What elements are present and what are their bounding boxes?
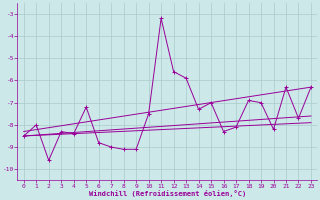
X-axis label: Windchill (Refroidissement éolien,°C): Windchill (Refroidissement éolien,°C) bbox=[89, 190, 246, 197]
